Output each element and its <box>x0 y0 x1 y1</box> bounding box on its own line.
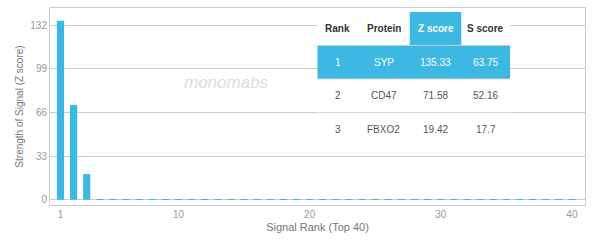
svg-text:SYP: SYP <box>374 57 394 68</box>
svg-text:monomabs: monomabs <box>184 73 269 92</box>
svg-text:71.58: 71.58 <box>423 90 448 101</box>
svg-text:Rank: Rank <box>325 23 350 34</box>
svg-text:Z score: Z score <box>418 23 454 34</box>
svg-text:Protein: Protein <box>367 23 401 34</box>
svg-text:52.16: 52.16 <box>473 90 498 101</box>
svg-text:20: 20 <box>304 209 316 220</box>
svg-text:1: 1 <box>58 209 64 220</box>
svg-text:3: 3 <box>335 124 341 135</box>
svg-text:99: 99 <box>36 63 48 74</box>
svg-text:135.33: 135.33 <box>420 57 451 68</box>
svg-text:FBXO2: FBXO2 <box>367 124 400 135</box>
svg-text:Signal Rank (Top 40): Signal Rank (Top 40) <box>266 221 369 233</box>
svg-text:66: 66 <box>36 107 48 118</box>
svg-text:17.7: 17.7 <box>476 124 496 135</box>
svg-text:Strength of Signal (Z score): Strength of Signal (Z score) <box>14 45 25 167</box>
svg-text:63.75: 63.75 <box>473 57 498 68</box>
svg-text:30: 30 <box>435 209 447 220</box>
svg-text:40: 40 <box>566 209 578 220</box>
svg-text:132: 132 <box>30 20 47 31</box>
svg-text:1: 1 <box>335 57 341 68</box>
svg-text:S score: S score <box>467 23 504 34</box>
svg-text:CD47: CD47 <box>371 90 397 101</box>
svg-text:2: 2 <box>335 90 341 101</box>
svg-text:19.42: 19.42 <box>423 124 448 135</box>
svg-text:10: 10 <box>173 209 185 220</box>
svg-text:0: 0 <box>41 194 47 205</box>
svg-text:33: 33 <box>36 151 48 162</box>
